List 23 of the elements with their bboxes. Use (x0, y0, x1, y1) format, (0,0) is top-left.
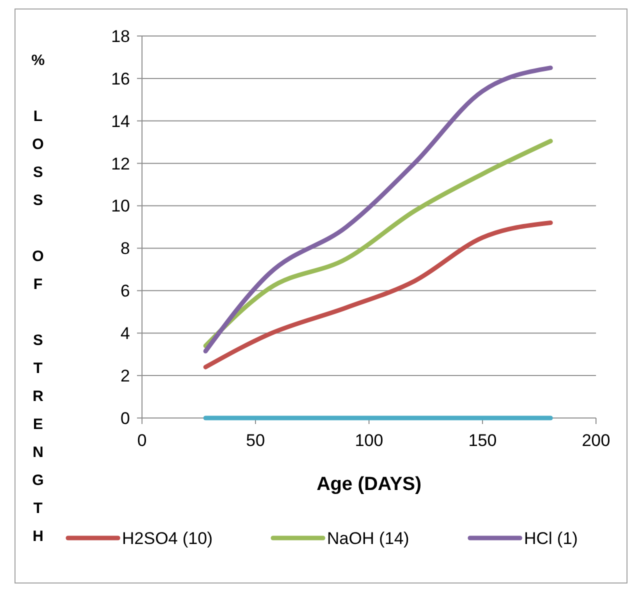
y-axis-title: % LOSS OF STRENGTH (30, 52, 46, 556)
y-tick-label: 0 (120, 408, 130, 428)
y-tick-label: 8 (120, 239, 130, 258)
y-tick-label: 18 (111, 26, 130, 46)
x-tick-label: 0 (137, 431, 147, 450)
line-series (203, 220, 553, 370)
x-tick-label: 150 (468, 431, 497, 450)
y-tick-label: 12 (111, 154, 130, 174)
x-tick-label: 200 (582, 431, 610, 450)
x-tick-label: 50 (246, 431, 265, 450)
y-tick-label: 16 (111, 69, 130, 88)
y-tick-label: 6 (120, 282, 130, 301)
y-tick-label: 4 (120, 324, 130, 344)
x-axis-title: Age (DAYS) (316, 474, 422, 495)
y-tick-label: 2 (120, 366, 130, 386)
legend-label: NaOH (14) (327, 528, 410, 548)
y-tick-label: 14 (111, 112, 130, 131)
legend-label: H2SO4 (10) (122, 528, 213, 548)
line-series (203, 138, 553, 348)
legend-label: HCl (1) (524, 528, 578, 548)
y-tick-label: 10 (111, 196, 130, 216)
x-tick-label: 100 (354, 431, 384, 450)
line-series (203, 66, 553, 354)
